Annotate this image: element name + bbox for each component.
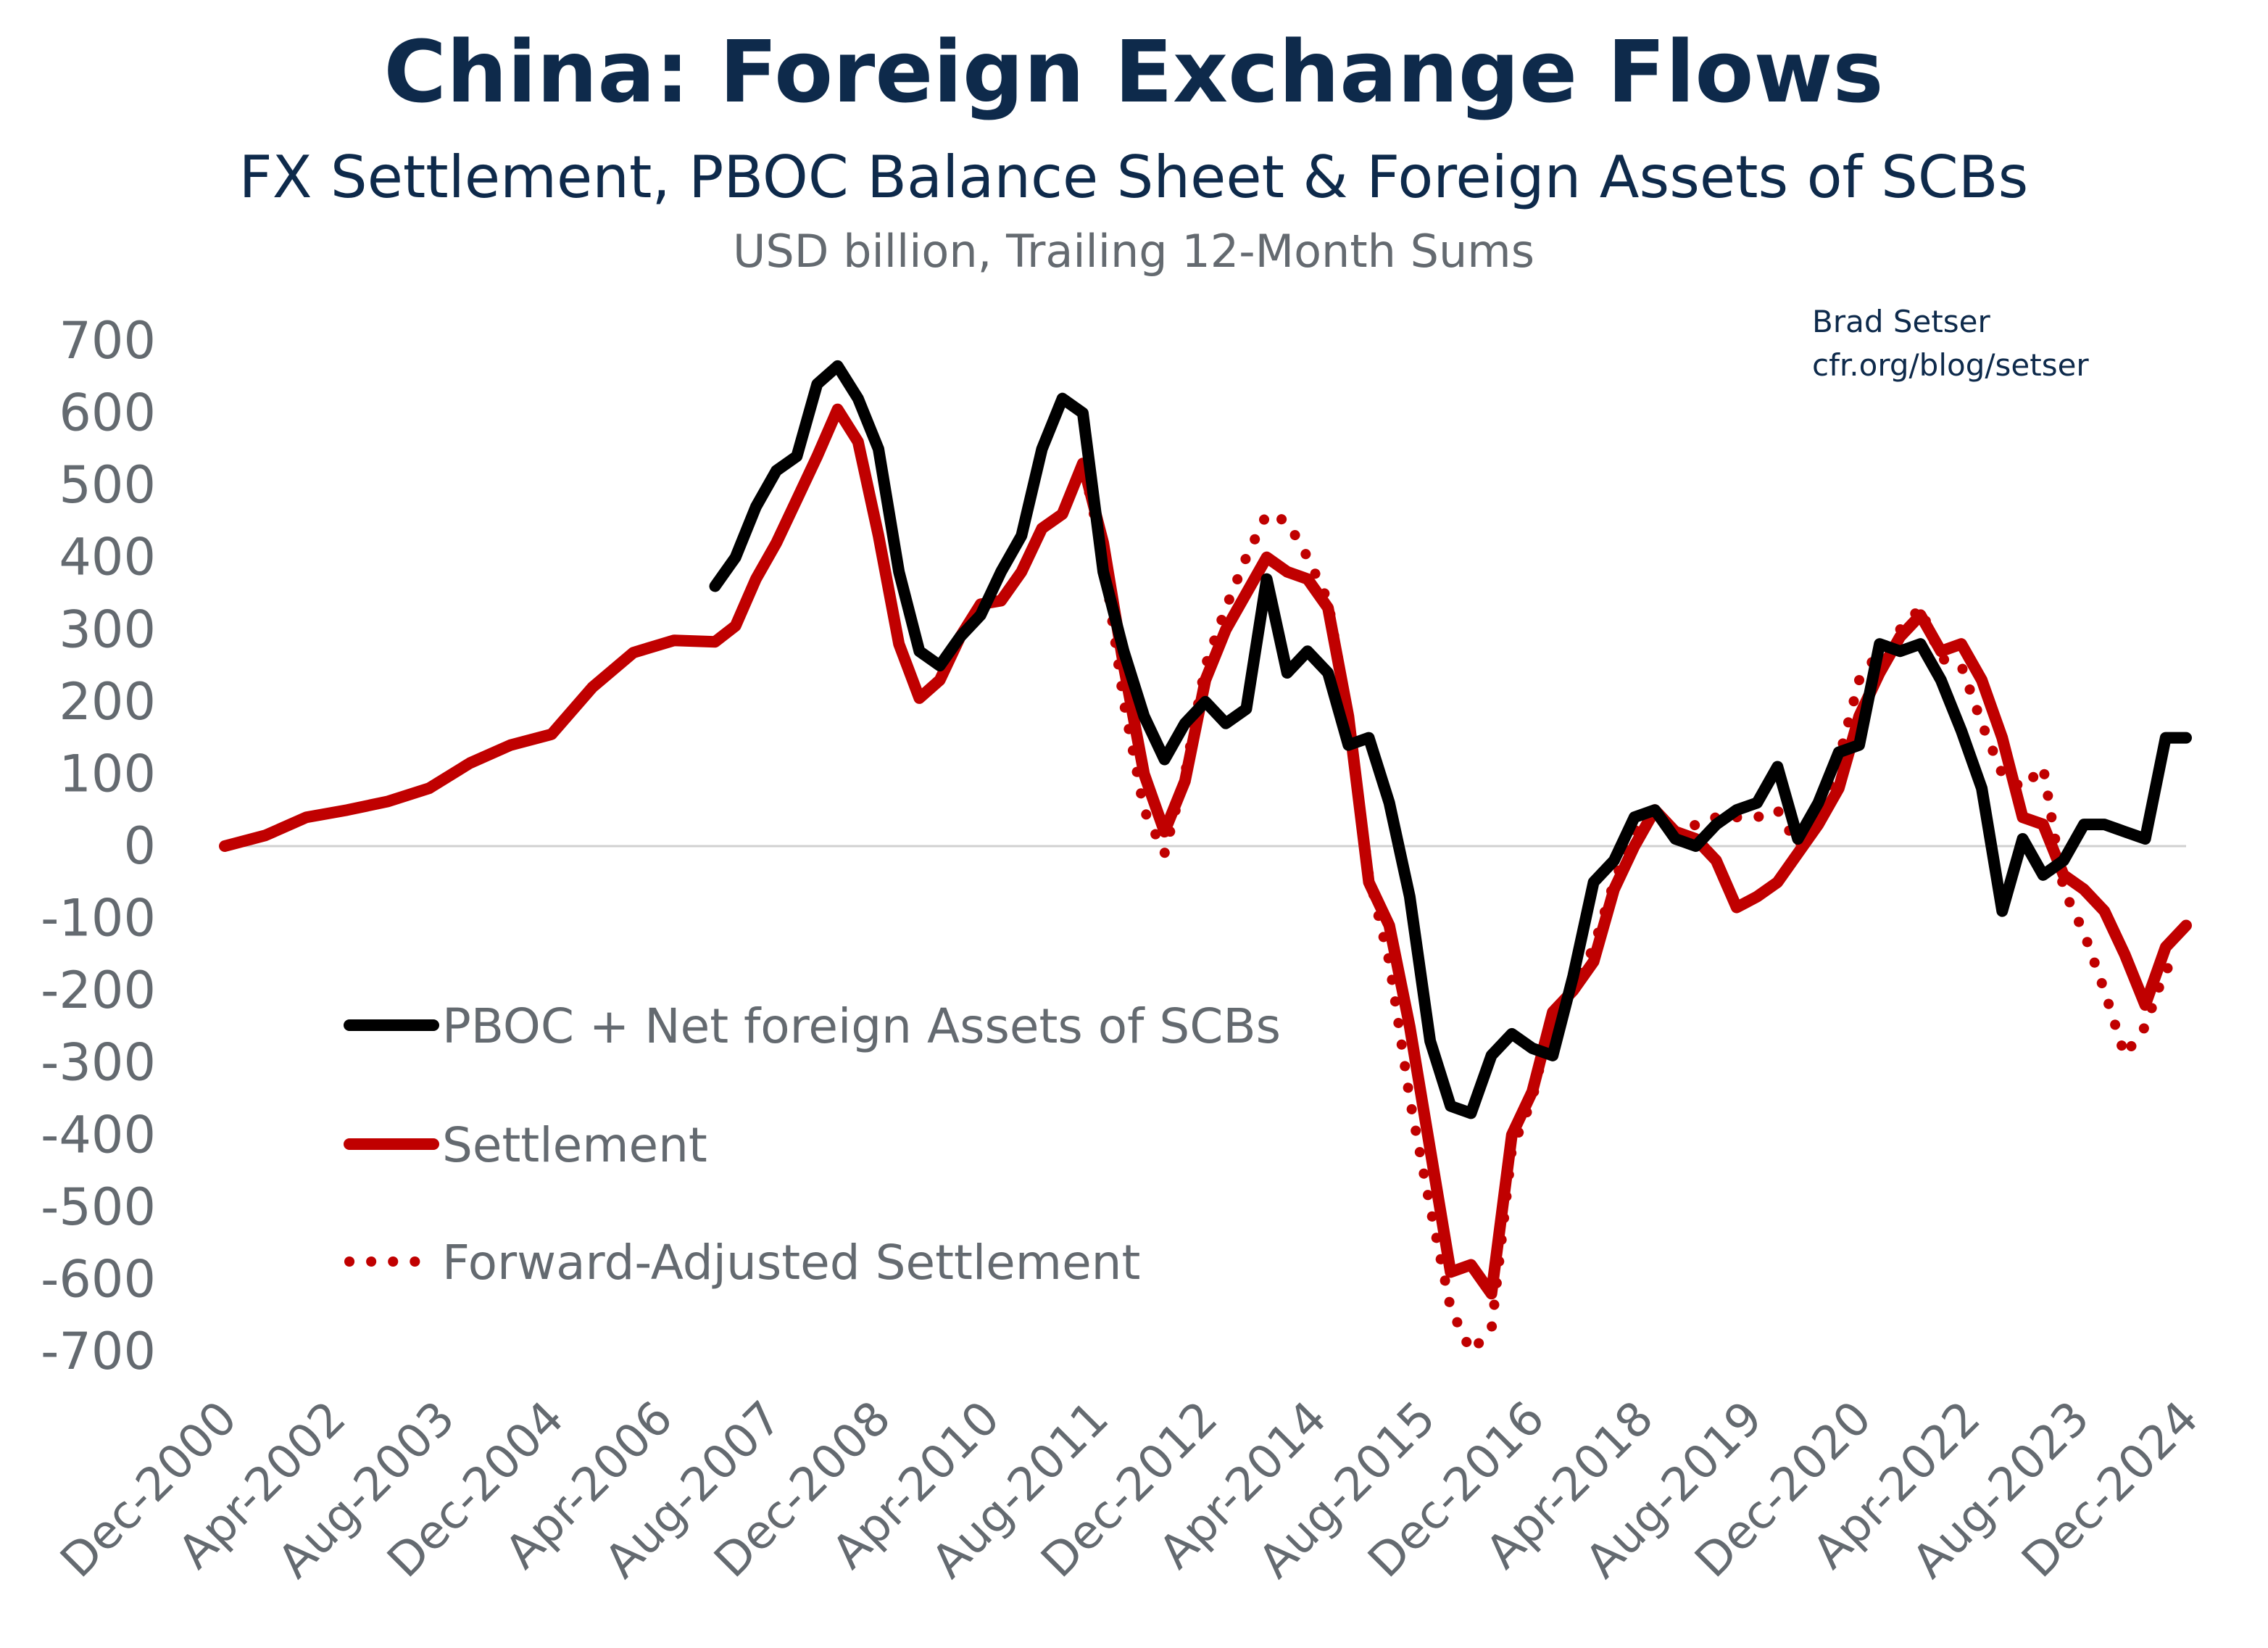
y-tick-label: 700 — [59, 311, 156, 370]
y-tick-label: 200 — [59, 672, 156, 732]
series-group — [219, 360, 2192, 1357]
chart-units: USD billion, Trailing 12-Month Sums — [733, 225, 1534, 278]
chart-title: China: Foreign Exchange Flows — [383, 22, 1883, 122]
x-axis: Dec-2000Apr-2002Aug-2003Dec-2004Apr-2006… — [51, 1391, 2209, 1589]
attribution-author: Brad Setser — [1812, 304, 1991, 339]
y-tick-label: -100 — [41, 889, 156, 948]
legend-label: Settlement — [442, 1117, 707, 1173]
y-tick-label: 500 — [59, 455, 156, 515]
legend-label: Forward-Adjusted Settlement — [442, 1235, 1140, 1291]
series-line-pboc-net-foreign-assets-of-scbs — [709, 360, 2192, 1119]
y-tick-label: -200 — [41, 961, 156, 1020]
y-tick-label: 400 — [59, 528, 156, 587]
y-tick-label: -700 — [41, 1322, 156, 1381]
legend-label: PBOC + Net foreign Assets of SCBs — [442, 998, 1281, 1054]
y-axis: 700 600 500 400 300 200 100 0 -100 -200 -300 -400 -5… — [41, 311, 156, 1381]
y-tick-label: -500 — [41, 1177, 156, 1237]
series-line-settlement — [219, 403, 2192, 1300]
y-tick-label: -300 — [41, 1033, 156, 1093]
y-tick-label: 0 — [123, 816, 156, 876]
attribution-url: cfr.org/blog/setser — [1812, 347, 2089, 383]
chart-subtitle: FX Settlement, PBOC Balance Sheet & Fore… — [239, 144, 2029, 211]
y-tick-label: 600 — [59, 384, 156, 443]
legend: PBOC + Net foreign Assets of SCBs Settlem… — [344, 998, 1281, 1291]
y-tick-label: 300 — [59, 600, 156, 659]
y-tick-label: 100 — [59, 744, 156, 803]
y-tick-label: -400 — [41, 1105, 156, 1164]
y-tick-label: -600 — [41, 1249, 156, 1309]
